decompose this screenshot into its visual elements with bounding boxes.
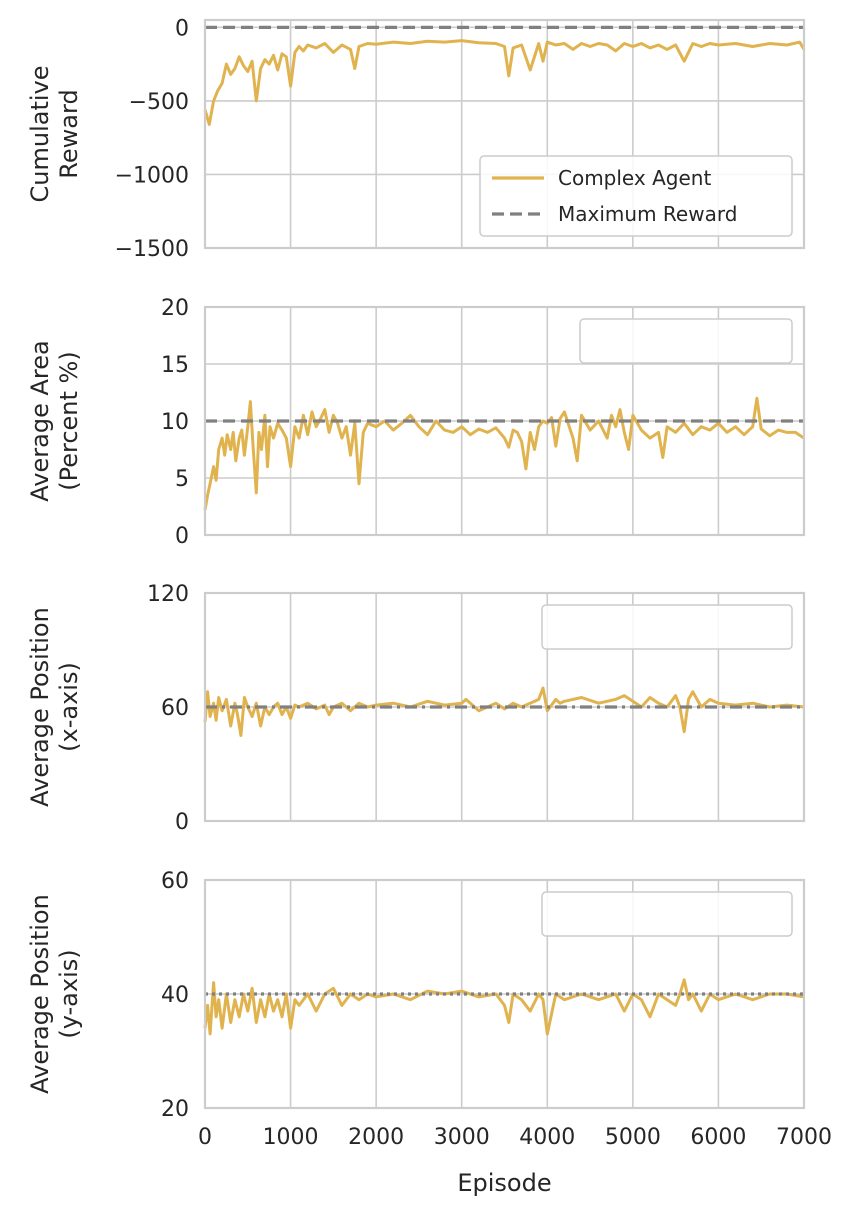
x-axis-title: Episode <box>457 1169 551 1197</box>
x-tick-label: 0 <box>198 1125 212 1150</box>
plot-frame <box>203 305 806 537</box>
y-tick-label: −1000 <box>115 163 189 188</box>
agent-series-line <box>203 686 805 737</box>
y-axis-title-line: Cumulative <box>26 66 54 203</box>
y-tick-label: 0 <box>175 810 189 835</box>
panel-3: 0 60 120 Average Position (x-axis) <box>26 582 806 835</box>
x-tick-label: 7000 <box>776 1125 832 1150</box>
legend-box <box>541 604 793 650</box>
y-axis-title-line: Average Position <box>26 894 54 1094</box>
y-tick-label: 0 <box>175 524 189 549</box>
y-axis-title-line: (Percent %) <box>55 351 83 490</box>
y-tick-label: 60 <box>161 696 189 721</box>
x-tick-label: 2000 <box>348 1125 404 1150</box>
y-tick-label: 15 <box>161 353 189 378</box>
y-tick-label: 5 <box>175 467 189 492</box>
legend-label: Complex Agent <box>558 166 711 190</box>
legend-box <box>541 891 793 937</box>
y-tick-label: −1500 <box>115 237 189 262</box>
plot-frame <box>203 878 806 1110</box>
y-axis-title-line: (x-axis) <box>55 662 83 752</box>
plot-frame <box>203 591 806 823</box>
x-tick-label: 4000 <box>519 1125 575 1150</box>
x-tick-label: 3000 <box>434 1125 490 1150</box>
legend-label: Maximum Reward <box>558 202 737 226</box>
y-tick-label: −500 <box>129 90 189 115</box>
legend <box>541 891 793 937</box>
y-tick-label: 20 <box>161 296 189 321</box>
y-tick-label: 60 <box>161 869 189 894</box>
legend: Complex Agent Maximum Reward <box>479 155 793 237</box>
y-tick-label: 40 <box>161 983 189 1008</box>
legend <box>579 318 793 364</box>
y-axis-title-line: Reward <box>55 89 83 178</box>
legend-box <box>479 155 793 237</box>
y-axis-title-line: Average Area <box>26 340 54 501</box>
y-tick-label: 120 <box>147 582 189 607</box>
y-axis-title-line: (y-axis) <box>55 949 83 1038</box>
x-tick-label: 1000 <box>263 1125 319 1150</box>
agent-series-line <box>203 396 805 511</box>
panel-2: 0 5 10 15 20 Average Area (Percent %) <box>26 296 806 549</box>
legend <box>541 604 793 650</box>
legend-box <box>579 318 793 364</box>
y-tick-label: 0 <box>175 16 189 41</box>
panel-1: 0 −500 −1000 −1500 Cumulative Reward Complex A… <box>26 16 806 262</box>
panel-4: 20 40 60 0 1000 2000 3000 4000 5000 6000 7000 Episo… <box>26 869 832 1197</box>
plot-frame <box>203 18 806 250</box>
y-axis-title-line: Average Position <box>26 607 54 807</box>
x-tick-label: 5000 <box>605 1125 661 1150</box>
y-tick-label: 10 <box>161 410 189 435</box>
agent-series-line <box>203 978 805 1036</box>
y-tick-label: 20 <box>161 1097 189 1122</box>
x-tick-label: 6000 <box>690 1125 746 1150</box>
agent-series-line <box>203 39 806 126</box>
